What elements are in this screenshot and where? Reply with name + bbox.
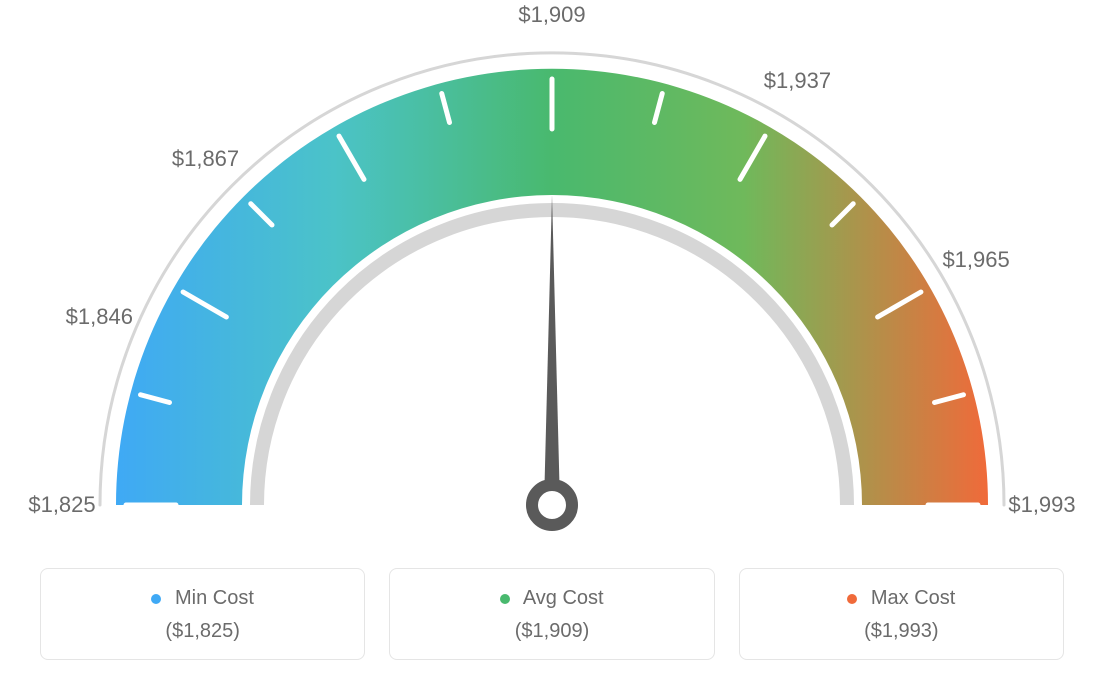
- scale-label: $1,846: [66, 304, 133, 330]
- legend-avg-label: Avg Cost: [523, 587, 604, 609]
- legend-avg-title: Avg Cost: [400, 587, 703, 610]
- scale-label: $1,825: [28, 492, 95, 518]
- scale-label: $1,909: [518, 2, 585, 28]
- legend-min-value: ($1,825): [51, 620, 354, 643]
- scale-label: $1,993: [1008, 492, 1075, 518]
- legend-avg-card: Avg Cost ($1,909): [389, 568, 714, 660]
- scale-label: $1,965: [942, 247, 1009, 273]
- legend-max-title: Max Cost: [750, 587, 1053, 610]
- legend-max-label: Max Cost: [871, 587, 955, 609]
- legend-min-title: Min Cost: [51, 587, 354, 610]
- legend-avg-dot-icon: [500, 594, 510, 604]
- legend-max-card: Max Cost ($1,993): [739, 568, 1064, 660]
- legend-max-value: ($1,993): [750, 620, 1053, 643]
- scale-label: $1,937: [764, 68, 831, 94]
- legend-max-dot-icon: [847, 594, 857, 604]
- legend-min-dot-icon: [151, 594, 161, 604]
- gauge-svg-container: [0, 0, 1104, 560]
- legend-min-card: Min Cost ($1,825): [40, 568, 365, 660]
- legend-row: Min Cost ($1,825) Avg Cost ($1,909) Max …: [40, 568, 1064, 660]
- gauge-chart: $1,825 $1,846 $1,867 $1,909 $1,937 $1,965 $1,9…: [0, 0, 1104, 690]
- legend-avg-value: ($1,909): [400, 620, 703, 643]
- scale-label: $1,867: [172, 146, 239, 172]
- legend-min-label: Min Cost: [175, 587, 254, 609]
- gauge-svg: [0, 0, 1104, 560]
